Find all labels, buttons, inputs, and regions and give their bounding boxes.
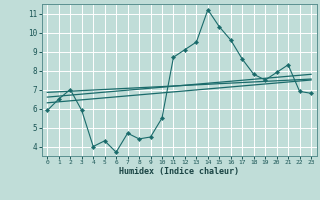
X-axis label: Humidex (Indice chaleur): Humidex (Indice chaleur) [119,167,239,176]
